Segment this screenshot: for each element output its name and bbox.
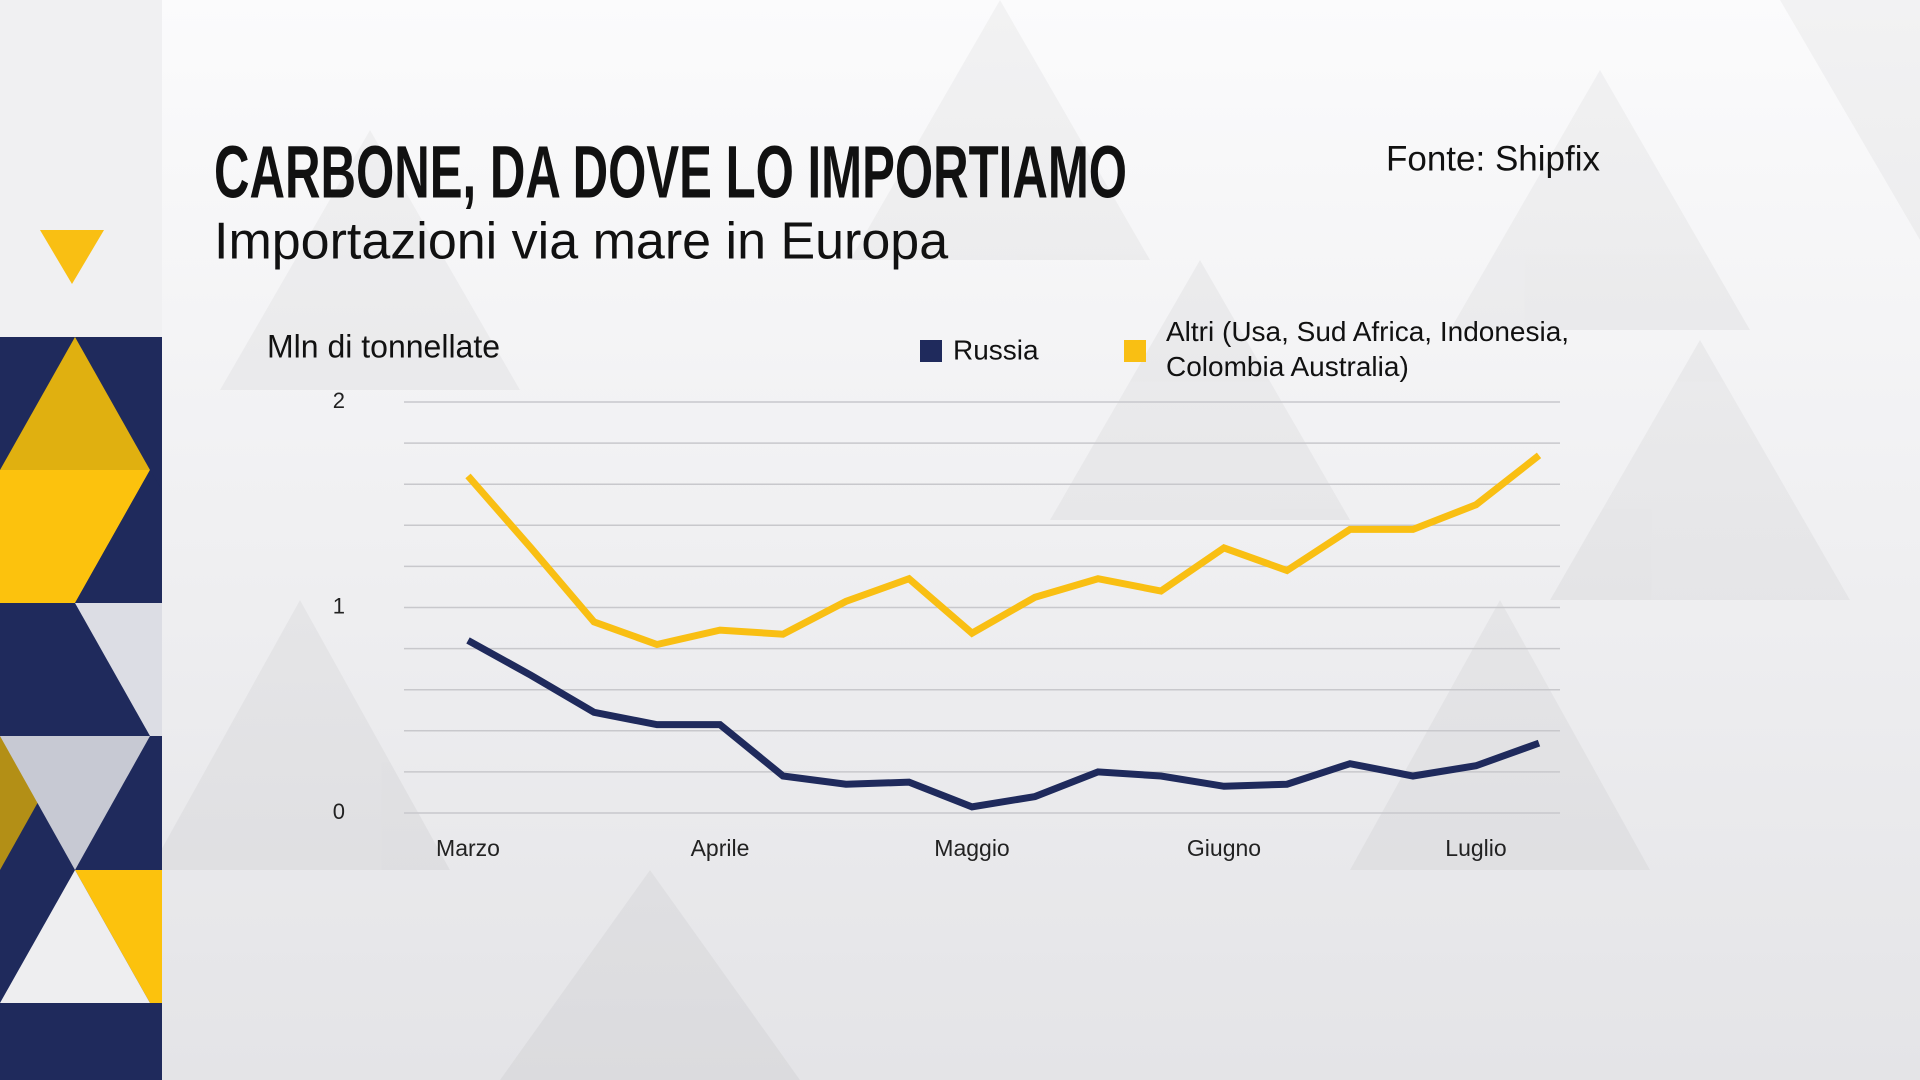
- x-tick-label: Luglio: [1445, 835, 1506, 861]
- x-tick-label: Giugno: [1187, 835, 1261, 861]
- x-tick-label: Marzo: [436, 835, 500, 861]
- x-tick-label: Maggio: [934, 835, 1009, 861]
- side-decoration: [0, 230, 162, 1080]
- chart-subtitle: Importazioni via mare in Europa: [214, 213, 948, 271]
- legend-label: Altri (Usa, Sud Africa, Indonesia, Colom…: [1166, 316, 1570, 382]
- line-series: [465, 452, 1542, 649]
- legend-swatch: [1124, 340, 1146, 362]
- x-tick-label: Aprile: [691, 835, 750, 861]
- source: Fonte: Shipfix: [1386, 139, 1600, 178]
- y-tick-label: 2: [333, 388, 345, 413]
- legend-swatch: [920, 340, 942, 362]
- legend-label: Russia: [953, 334, 1039, 365]
- line-series: [466, 637, 1541, 811]
- y-tick-label: 0: [333, 799, 345, 824]
- chart-title: CARBONE, DA DOVE LO IMPORTIAMO: [214, 131, 1127, 214]
- y-tick-label: 1: [333, 593, 345, 618]
- y-axis-label: Mln di tonnellate: [267, 328, 500, 364]
